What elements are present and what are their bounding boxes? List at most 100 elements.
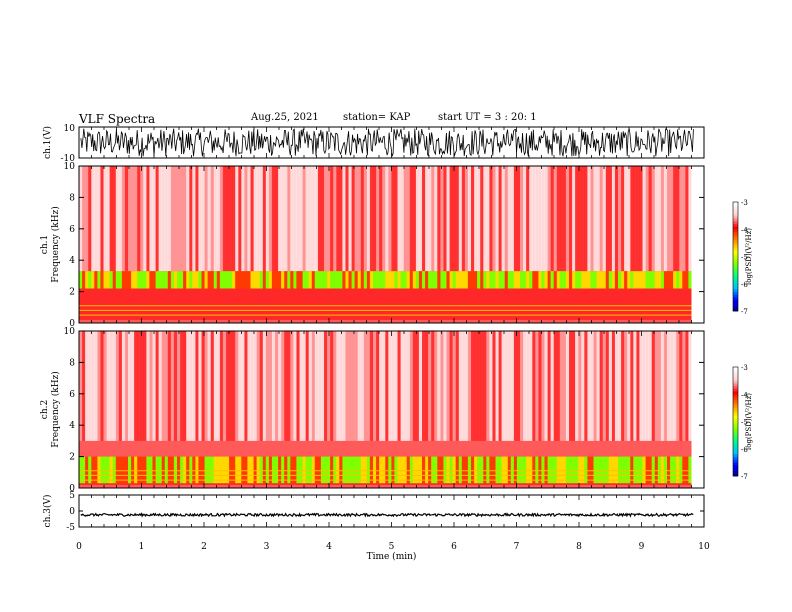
ch2-colorbar-label: log(PSD)(V²/Hz): [745, 393, 753, 450]
ch1-colorbar-segment: [733, 264, 738, 268]
ch1-colorbar-segment: [733, 204, 738, 208]
ch1-colorbar-tick-label: -5: [741, 254, 748, 262]
ch1-colorbar-segment: [733, 286, 738, 290]
ch2-colorbar-segment: [733, 394, 738, 398]
ch1-colorbar-segment: [733, 278, 738, 282]
ch2-ytick-label: 2: [69, 453, 75, 463]
ch3-ylabel: ch.3(V): [42, 495, 53, 528]
ch1-colorbar-segment: [733, 302, 738, 306]
ch1-colorbar-tick-label: -4: [741, 226, 748, 234]
ch2-colorbar-segment: [733, 443, 738, 447]
x-tick-label: 9: [639, 542, 645, 552]
ch1-colorbar-segment: [733, 251, 738, 255]
ch1-ytick-label: -10: [61, 154, 76, 164]
ch2-colorbar-segment: [733, 465, 738, 469]
x-tick-label: 8: [576, 542, 582, 552]
ch2-colorbar-segment: [733, 413, 738, 417]
ch1-colorbar-segment: [733, 261, 738, 265]
ch1-colorbar-frame: [732, 201, 739, 312]
ch1-ytick-label: 2: [69, 288, 75, 298]
ch2-colorbar-segment: [733, 375, 738, 379]
ch2-colorbar-segment: [733, 429, 738, 433]
ch2-colorbar-segment: [733, 405, 738, 409]
ch2-colorbar-segment: [733, 399, 738, 403]
x-tick-label: 7: [514, 542, 520, 552]
ch1-colorbar-segment: [733, 253, 738, 257]
ch1-colorbar-segment: [733, 210, 738, 214]
ch1-colorbar-segment: [733, 297, 738, 301]
x-tick-label: 3: [264, 542, 270, 552]
ch2-spectrogram-image: [79, 331, 704, 488]
ch1-colorbar-segment: [733, 294, 738, 298]
start-time-label: start UT = 3 : 20: 1: [438, 112, 537, 123]
ch1-colorbar-segment: [733, 248, 738, 252]
ch1-ylabel-frequency: Frequency (kHz): [50, 206, 61, 283]
ch2-colorbar-segment: [733, 421, 738, 425]
ch2-colorbar-segment: [733, 424, 738, 428]
ch2-colorbar-frame: [732, 366, 739, 477]
ch1-colorbar-segment: [733, 221, 738, 225]
ch1-waveform-line: [80, 128, 694, 157]
ch1-colorbar-segment: [733, 212, 738, 216]
ch1-colorbar-segment: [733, 245, 738, 249]
ch1-ylabel-channel: ch.1: [40, 235, 50, 254]
ch1-colorbar-segment: [733, 215, 738, 219]
ch1-colorbar-segment: [733, 223, 738, 227]
ch1-ytick-label: 0: [69, 319, 75, 329]
ch1-ytick-label: 10: [64, 162, 76, 172]
ch2-colorbar-segment: [733, 388, 738, 392]
ch1-spectrogram-image: [79, 166, 704, 323]
ch1-colorbar-segment: [733, 305, 738, 309]
ch2-colorbar-segment: [733, 377, 738, 381]
ch1-colorbar-segment: [733, 237, 738, 241]
x-tick-label: 1: [139, 542, 145, 552]
ch2-colorbar-segment: [733, 407, 738, 411]
ch2-ytick-label: 10: [64, 327, 76, 337]
x-tick-label: 2: [201, 542, 207, 552]
ch1-colorbar-segment: [733, 275, 738, 279]
ch2-ytick-label: 6: [69, 390, 75, 400]
date-label: Aug.25, 2021: [251, 112, 319, 123]
ch2-colorbar-segment: [733, 459, 738, 463]
ch1-colorbar-segment: [733, 240, 738, 244]
ch2-colorbar-tick-label: -3: [741, 364, 748, 372]
ch2-colorbar-segment: [733, 446, 738, 450]
ch2-colorbar-segment: [733, 418, 738, 422]
ch2-colorbar-segment: [733, 473, 738, 477]
ch1-colorbar-tick-label: -6: [741, 281, 748, 289]
ch1-ytick-label: 10: [64, 124, 76, 134]
ch2-colorbar-tick-label: -5: [741, 419, 748, 427]
ch2-ytick-label: 8: [69, 358, 75, 368]
ch2-colorbar-tick-label: -6: [741, 446, 748, 454]
ch1-ytick-label: 4: [69, 256, 75, 266]
ch2-ytick-label: 4: [69, 421, 75, 431]
ch2-colorbar-segment: [733, 380, 738, 384]
ch1-colorbar-segment: [733, 256, 738, 260]
ch2-colorbar-segment: [733, 448, 738, 452]
ch1-colorbar-segment: [733, 226, 738, 230]
ch3-ytick-label: 5: [69, 491, 75, 501]
ch2-colorbar-segment: [733, 451, 738, 455]
x-tick-label: 5: [389, 542, 395, 552]
ch1-colorbar-segment: [733, 289, 738, 293]
ch1-colorbar-segment: [733, 283, 738, 287]
ch2-colorbar-segment: [733, 426, 738, 430]
ch2-colorbar-segment: [733, 386, 738, 390]
x-tick-label: 6: [451, 542, 457, 552]
ch2-colorbar-segment: [733, 454, 738, 458]
ch1-colorbar-segment: [733, 291, 738, 295]
ch1-colorbar-segment: [733, 218, 738, 222]
ch2-ytick-label: 0: [69, 484, 75, 494]
ch1-colorbar-segment: [733, 229, 738, 233]
x-tick-label: 10: [698, 542, 710, 552]
ch2-colorbar-segment: [733, 462, 738, 466]
ch2-colorbar-tick-label: -4: [741, 391, 748, 399]
ch2-colorbar-segment: [733, 467, 738, 471]
ch1-colorbar-segment: [733, 207, 738, 211]
ch2-colorbar-segment: [733, 432, 738, 436]
ch1-colorbar-segment: [733, 202, 738, 206]
ch2-ylabel-frequency: Frequency (kHz): [50, 371, 61, 448]
ch3-ytick-label: 0: [69, 507, 75, 517]
ch2-colorbar-segment: [733, 410, 738, 414]
